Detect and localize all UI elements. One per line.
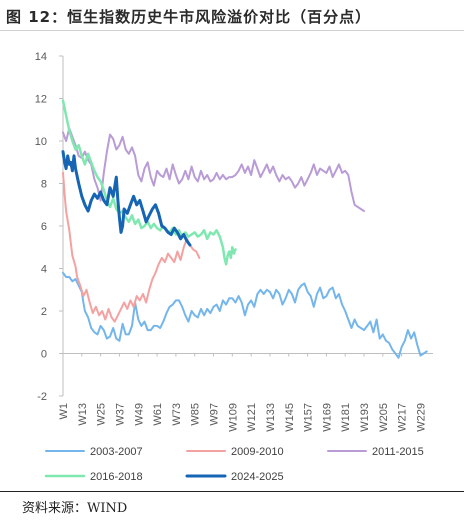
x-tick-label: W85	[190, 403, 202, 426]
x-tick-label: W121	[246, 403, 258, 432]
y-tick-label: 14	[35, 51, 47, 63]
series-line-2009-2010	[62, 171, 201, 323]
source-note: 资料来源：WIND	[22, 501, 128, 516]
series-line-2011-2015	[62, 127, 365, 213]
legend-label-2003-2007: 2003-2007	[90, 446, 143, 458]
y-tick-label: -2	[37, 391, 47, 403]
x-tick-label: W61	[152, 403, 164, 426]
x-tick-label: W157	[303, 403, 315, 432]
legend: 2003-2007 2009-2010 2011-2015 2016-2018 2024…	[44, 446, 424, 483]
x-tick-label: W217	[397, 403, 409, 432]
title-bar: 图 12：恒生指数历史牛市风险溢价对比（百分点）	[0, 0, 464, 31]
x-tick-label: W193	[359, 403, 371, 432]
x-tick-label: W97	[209, 403, 221, 426]
legend-label-2009-2010: 2009-2010	[231, 446, 284, 458]
x-tick-label: W25	[96, 403, 108, 426]
x-tick-label: W145	[284, 403, 296, 432]
chart-title: 图 12：恒生指数历史牛市风险溢价对比（百分点）	[6, 8, 372, 26]
y-tick-label: 10	[35, 136, 47, 148]
legend-label-2016-2018: 2016-2018	[90, 471, 143, 483]
x-tick-label: W1	[58, 403, 70, 420]
series-line-2024-2025	[61, 150, 192, 247]
x-tick-label: W73	[171, 403, 183, 426]
x-tick-label: W205	[378, 403, 390, 432]
x-tick-label: W229	[415, 403, 427, 432]
axes: -2 0 2 4 6 8 10 12 14 W1 W13 W25 W37 W49 W61 W73 W85 W97 W…	[35, 51, 433, 432]
x-tick-label: W133	[265, 403, 277, 432]
x-tick-label: W13	[77, 403, 89, 426]
line-chart: -2 0 2 4 6 8 10 12 14 W1 W13 W25 W37 W49 W61 W73 W85 W97 W…	[35, 51, 433, 483]
x-tick-label: W37	[114, 403, 126, 426]
y-tick-label: 4	[41, 264, 47, 276]
x-tick-label: W109	[227, 403, 239, 432]
y-tick-label: 0	[41, 349, 47, 361]
footer-divider	[0, 491, 464, 492]
series-lines	[61, 99, 428, 359]
y-tick-label: 2	[41, 306, 47, 318]
y-tick-label: 12	[35, 94, 47, 106]
x-tick-label: W49	[133, 403, 145, 426]
series-line-2003-2007	[62, 271, 428, 359]
legend-label-2011-2015: 2011-2015	[372, 446, 424, 458]
x-tick-label: W169	[321, 403, 333, 432]
y-tick-label: 8	[41, 179, 47, 191]
x-tick-label: W181	[340, 403, 352, 432]
series-line-2016-2018	[61, 99, 237, 266]
y-tick-label: 6	[41, 221, 47, 233]
legend-label-2024-2025: 2024-2025	[231, 471, 284, 483]
